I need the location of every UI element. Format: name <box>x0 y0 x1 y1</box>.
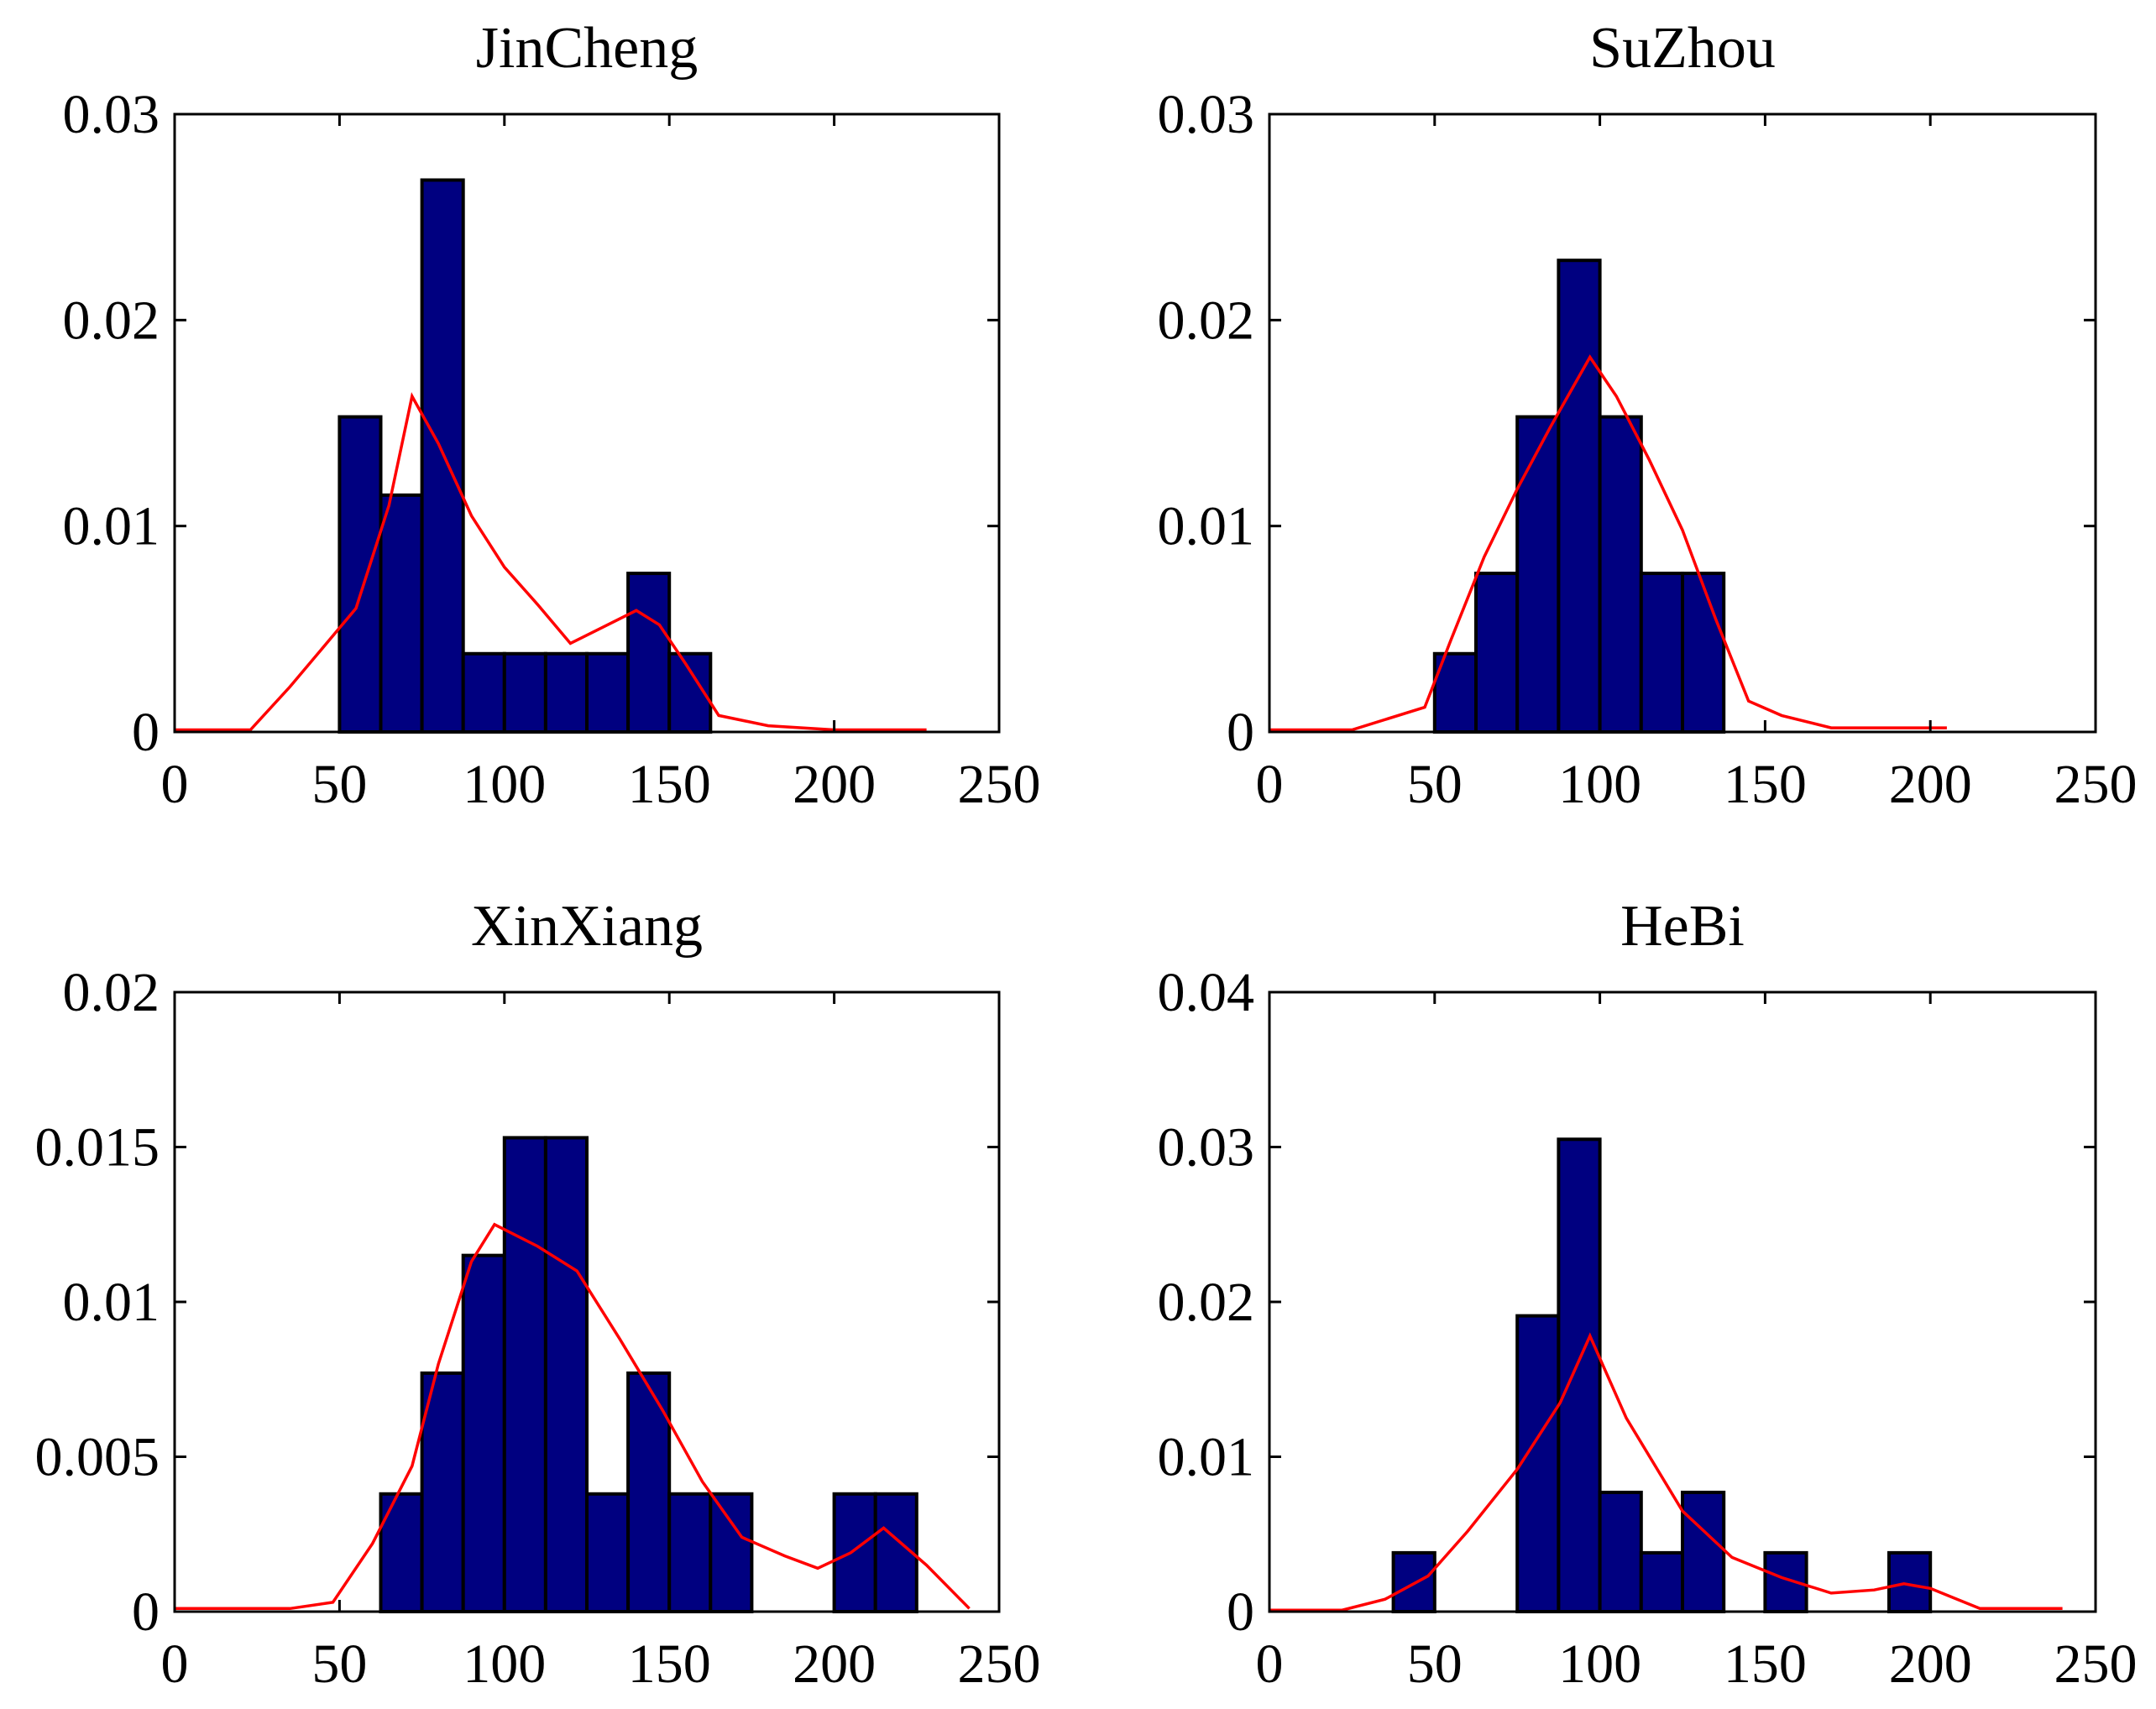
x-tick-label: 100 <box>1558 1633 1641 1695</box>
histogram-bar <box>379 1492 424 1614</box>
histogram-bar <box>502 651 547 734</box>
y-tick-label: 0.02 <box>1158 1272 1255 1333</box>
y-tick-label: 0.03 <box>1158 84 1255 145</box>
density-curve <box>175 392 927 732</box>
x-tick-label: 0 <box>1256 1633 1284 1695</box>
histogram-bar <box>709 1492 754 1614</box>
x-tick-label: 50 <box>311 1633 367 1695</box>
x-tick-label: 150 <box>628 1633 711 1695</box>
x-tick-label: 250 <box>2054 754 2138 815</box>
histogram-bar <box>1598 415 1643 734</box>
histogram-bar <box>1681 572 1726 734</box>
histogram-bar <box>1639 1550 1685 1614</box>
histogram-bar <box>502 1136 547 1614</box>
histogram-bar <box>832 1492 877 1614</box>
chart-title: JinCheng <box>476 16 698 81</box>
y-tick-label: 0.02 <box>63 962 160 1023</box>
histogram-bar <box>461 651 506 734</box>
y-tick-label: 0 <box>132 1581 160 1643</box>
x-tick-label: 150 <box>628 754 711 815</box>
y-tick-label: 0.01 <box>1158 496 1255 557</box>
axes-frame <box>173 112 1001 734</box>
x-tick-label: 50 <box>311 754 367 815</box>
histogram-bar <box>667 1492 713 1614</box>
density-curve <box>1269 1332 2063 1612</box>
histogram-bar <box>1557 1137 1602 1613</box>
histogram-bar <box>585 651 631 734</box>
y-tick-label: 0.01 <box>63 1272 160 1333</box>
x-tick-label: 250 <box>958 1633 1041 1695</box>
bars <box>1391 1137 1933 1614</box>
y-tick-label: 0.01 <box>1158 1427 1255 1488</box>
y-axis: 0 0.01 0.02 0.03 0.04 <box>1158 962 2096 1643</box>
x-tick-label: 50 <box>1407 754 1463 815</box>
y-tick-label: 0.005 <box>35 1427 160 1488</box>
histogram-bar <box>379 493 424 734</box>
histogram-bar <box>1681 1490 1726 1614</box>
chart-title: SuZhou <box>1589 16 1776 81</box>
chart-title: HeBi <box>1620 894 1745 959</box>
chart-panel-hebi: 0 50 100 150 200 250 0 0.01 0.02 0.03 0.04 HeBi <box>1158 894 2138 1695</box>
histogram-bar <box>420 1371 465 1613</box>
histogram-bar <box>585 1492 631 1614</box>
density-curve <box>1269 354 1947 732</box>
y-tick-label: 0 <box>1227 702 1254 763</box>
x-tick-label: 0 <box>161 1633 189 1695</box>
y-tick-label: 0.03 <box>63 84 160 145</box>
x-tick-label: 100 <box>1558 754 1641 815</box>
histogram-bar <box>338 415 383 734</box>
histogram-bar <box>1557 259 1602 734</box>
y-tick-label: 0.04 <box>1158 962 1255 1023</box>
x-tick-label: 0 <box>161 754 189 815</box>
histogram-bar <box>1515 1314 1561 1613</box>
x-tick-label: 200 <box>793 1633 876 1695</box>
y-tick-label: 0 <box>1227 1581 1254 1643</box>
chart-panel-jincheng: 0 50 100 150 200 250 0 0.01 0.02 0.03 JinCheng <box>63 16 1041 815</box>
y-tick-label: 0.015 <box>35 1117 160 1179</box>
x-tick-label: 100 <box>463 1633 546 1695</box>
x-tick-label: 0 <box>1256 754 1284 815</box>
x-axis: 0 50 100 150 200 250 <box>161 992 1041 1695</box>
x-tick-label: 200 <box>1889 754 1972 815</box>
density-curve <box>175 1222 971 1611</box>
chart-panel-suzhou: 0 50 100 150 200 250 0 0.01 0.02 0.03 SuZhou <box>1158 16 2138 815</box>
histogram-bar <box>1598 1490 1643 1614</box>
y-tick-label: 0.03 <box>1158 1117 1255 1179</box>
bars <box>379 1136 918 1614</box>
x-tick-label: 250 <box>2054 1633 2138 1695</box>
x-axis: 0 50 100 150 200 250 <box>1256 992 2138 1695</box>
x-tick-label: 50 <box>1407 1633 1463 1695</box>
histogram-bar <box>1474 572 1520 734</box>
axes-frame <box>1268 112 2097 734</box>
y-tick-label: 0.02 <box>63 290 160 351</box>
histogram-bar <box>626 572 672 734</box>
bars <box>1432 259 1726 734</box>
histogram-bar <box>461 1253 506 1614</box>
y-tick-label: 0.01 <box>63 496 160 557</box>
histogram-bar <box>543 651 589 734</box>
x-tick-label: 200 <box>1889 1633 1972 1695</box>
x-tick-label: 100 <box>463 754 546 815</box>
x-tick-label: 150 <box>1724 754 1807 815</box>
x-axis: 0 50 100 150 200 250 <box>1256 114 2138 815</box>
histogram-bar <box>1887 1550 1933 1614</box>
histogram-bar <box>543 1136 589 1614</box>
y-tick-label: 0 <box>132 702 160 763</box>
x-tick-label: 200 <box>793 754 876 815</box>
y-axis: 0 0.005 0.01 0.015 0.02 <box>35 962 999 1643</box>
x-axis: 0 50 100 150 200 250 <box>161 114 1041 815</box>
x-tick-label: 250 <box>958 754 1041 815</box>
y-axis: 0 0.01 0.02 0.03 <box>63 84 999 763</box>
x-tick-label: 150 <box>1724 1633 1807 1695</box>
y-tick-label: 0.02 <box>1158 290 1255 351</box>
chart-panel-xinxiang: 0 50 100 150 200 250 0 0.005 0.01 0.015 0.02 XinXia… <box>35 894 1041 1695</box>
y-axis: 0 0.01 0.02 0.03 <box>1158 84 2096 763</box>
histogram-bar <box>1639 572 1685 734</box>
bars <box>338 178 713 734</box>
histogram-bar <box>1515 415 1561 734</box>
chart-title: XinXiang <box>471 894 703 959</box>
